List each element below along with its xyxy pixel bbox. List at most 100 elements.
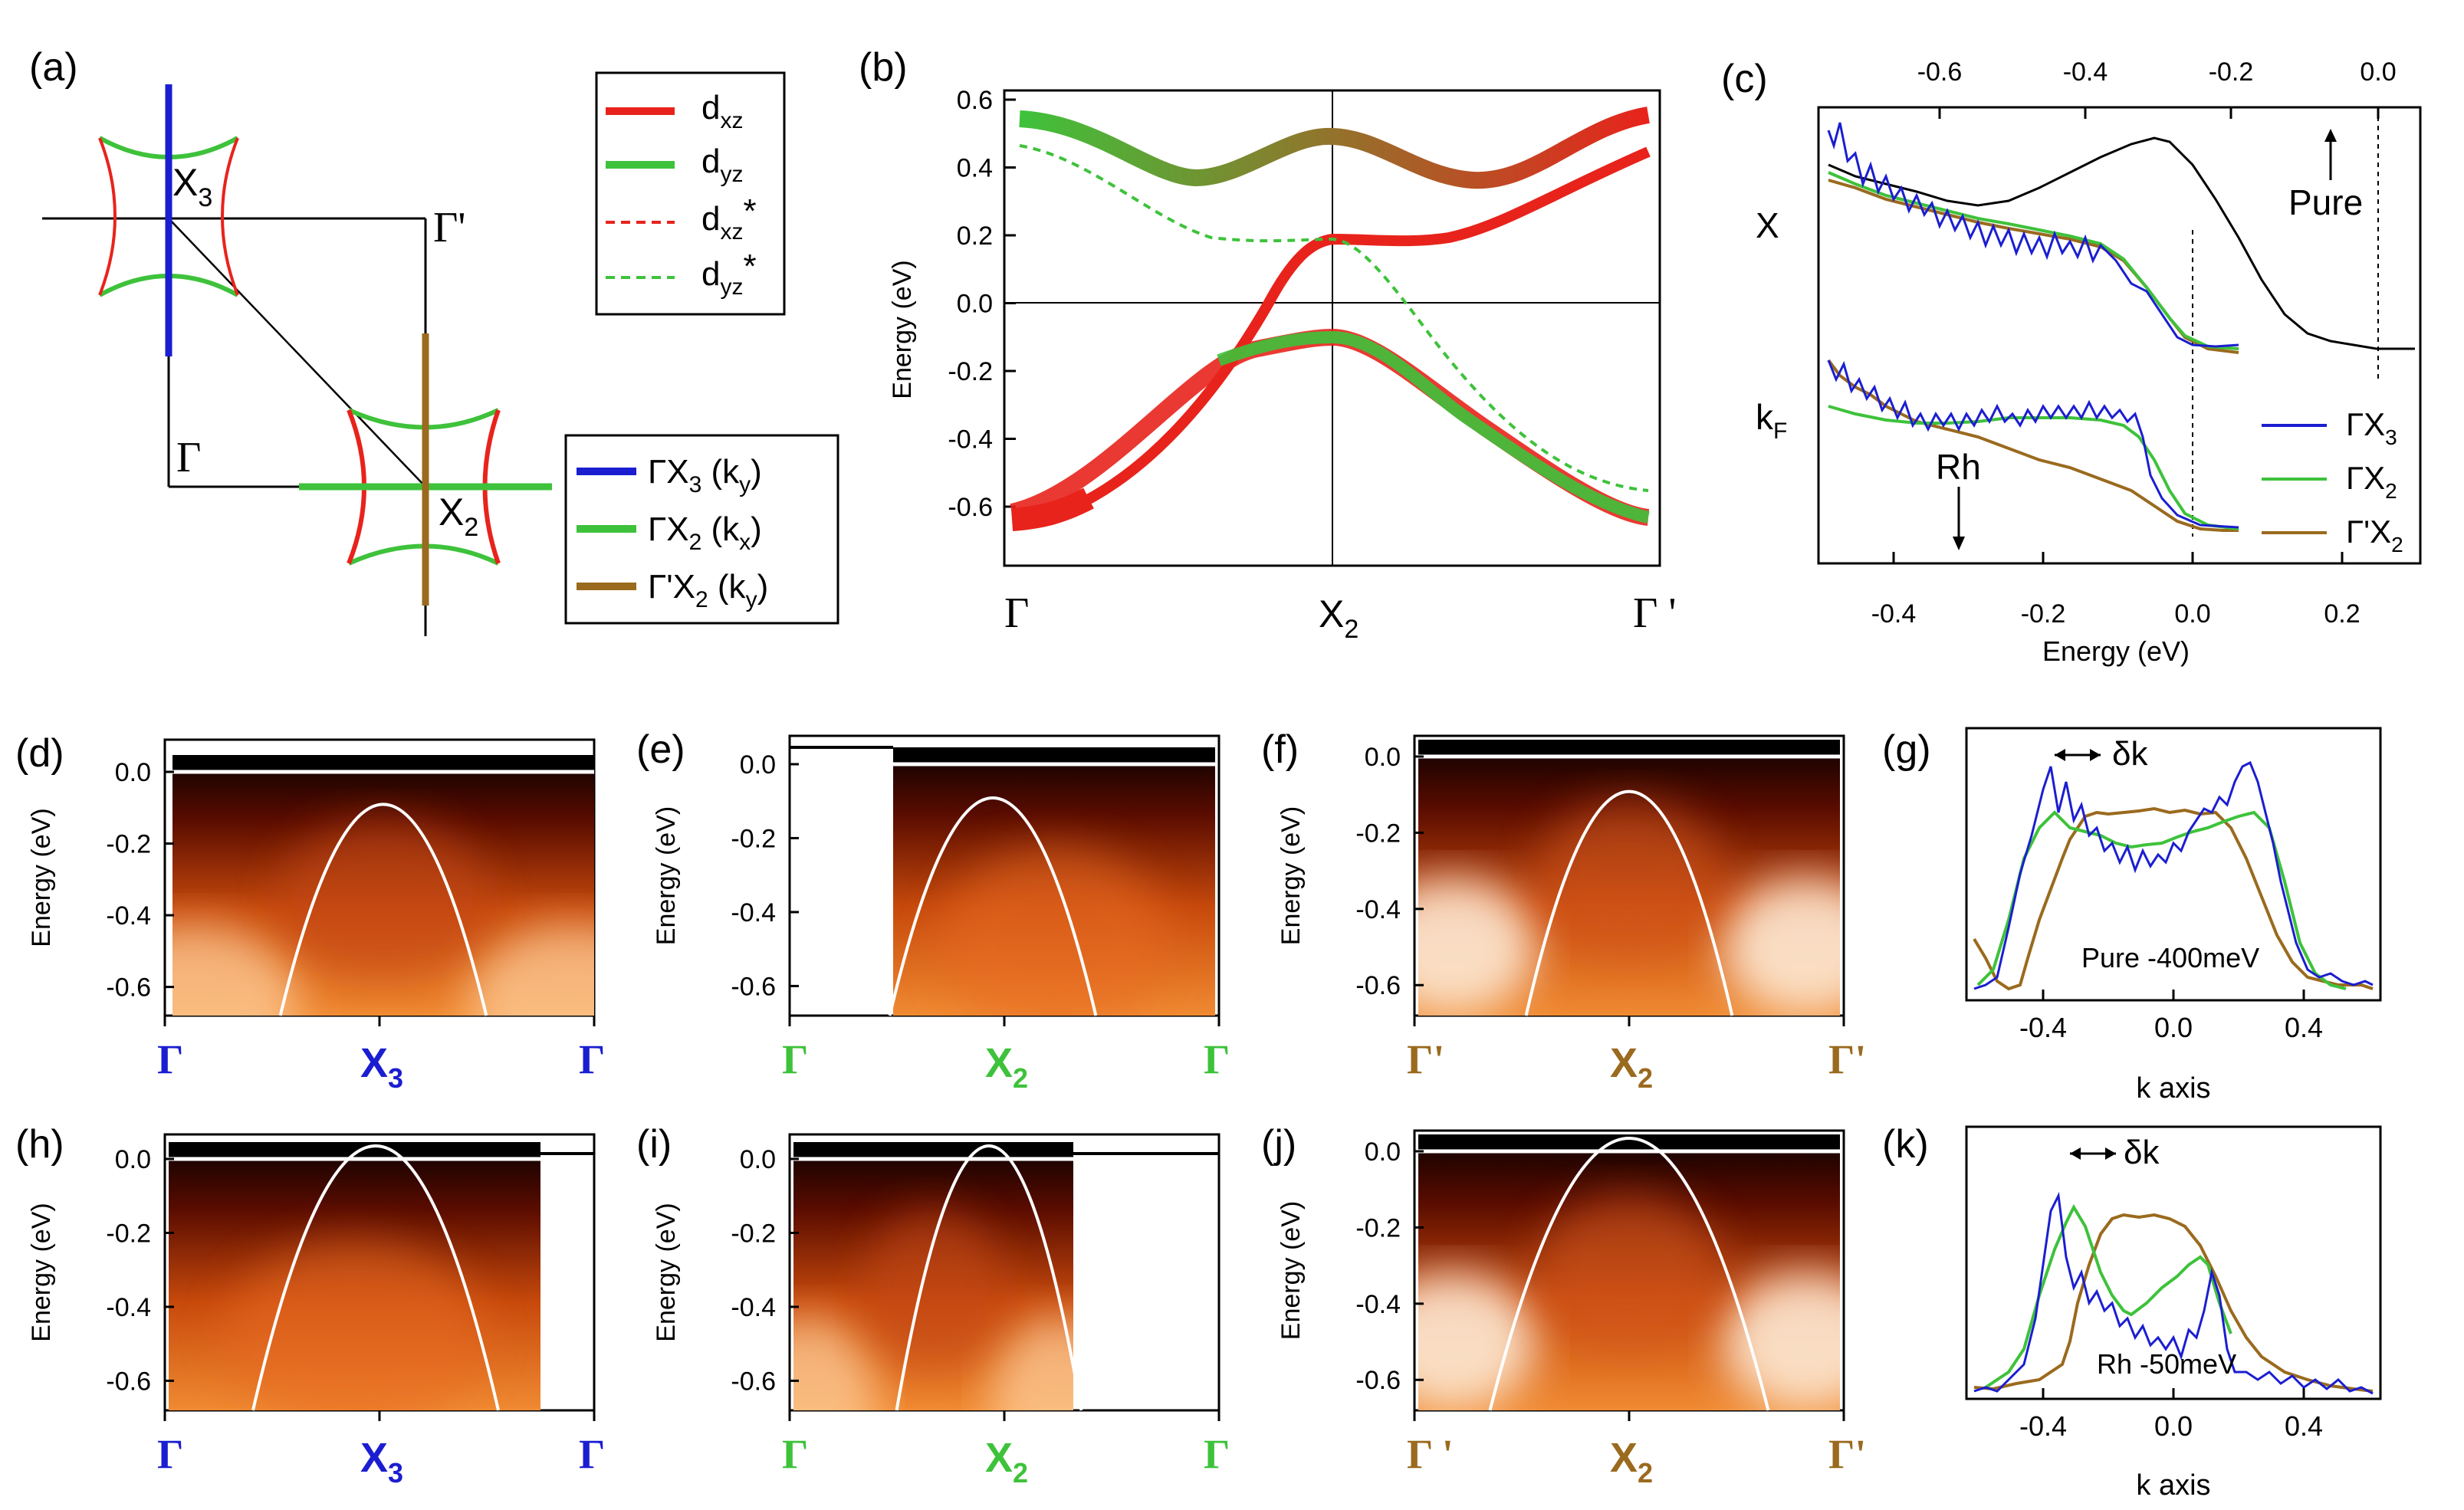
plot-b-xlabel-gamma: Γ <box>1004 589 1029 637</box>
map-i-parabola <box>895 1144 1083 1411</box>
plot-c-xticks: -0.4 -0.2 0.0 0.2 -0.6 -0.4 -0.2 0.0 <box>1871 57 2397 629</box>
panel-f-label: (f) <box>1261 727 1299 772</box>
plot-c-xtick-label: -0.2 <box>2021 599 2066 629</box>
map-i-ytick-label: 0.0 <box>740 1145 776 1174</box>
panel-b: (b) 0.6 0.4 0.2 0.0 -0.2 -0.4 -0.6 Energy (eV)… <box>595 45 1676 644</box>
map-h-ytick-label: -0.4 <box>106 1293 151 1322</box>
g-xticks-tick-label: 0.4 <box>2285 1012 2323 1043</box>
k-xticks-tick-label: 0.0 <box>2154 1410 2193 1442</box>
plot-c-frame <box>1817 106 2422 565</box>
plot-c-xtick-top-label: -0.6 <box>1917 57 1963 87</box>
plot-c-xtick-top-label: -0.4 <box>2063 57 2108 87</box>
plot-c-xtick-label: 0.0 <box>2174 599 2210 629</box>
map-e-xlabel-right: Γ <box>1204 1036 1230 1082</box>
panel-f: (f) 0.0 -0.2 -0.4 -0.6 Energy (eV) Γ' X2 Γ' <box>1261 727 1866 1094</box>
map-h-ylabel: Energy (eV) <box>27 1203 56 1341</box>
plot-b-ytick-label: -0.2 <box>948 357 993 386</box>
map-h-intensity <box>169 1142 540 1410</box>
panel-h-label: (h) <box>15 1122 64 1167</box>
panel-h: (h) 0.0 -0.2 -0.4 -0.6 Energy (eV) Γ X3 Γ <box>15 1122 605 1489</box>
map-f-intensity <box>1418 740 1840 1016</box>
mdc-g-blue <box>1973 760 2374 990</box>
map-j-ytick-label: -0.2 <box>1355 1213 1401 1242</box>
plot-b-ytick-label: -0.6 <box>948 493 993 522</box>
plot-c-rh-label: Rh <box>1936 447 1981 487</box>
panel-j: (j) 0.0 -0.2 -0.4 -0.6 Energy (eV) Γ ' X2 Γ' <box>1261 1122 1866 1489</box>
map-d-xlabel-mid: X3 <box>360 1040 403 1094</box>
map-d-intensity <box>172 755 594 1016</box>
map-e-intensity <box>893 747 1215 1016</box>
legend-c-item-3: Γ'X2 <box>2346 514 2403 556</box>
map-d-xlabel-left: Γ <box>157 1036 183 1082</box>
plot-c-xtick-top-label: -0.2 <box>2209 57 2254 87</box>
mdc-k-green <box>1984 1203 2232 1389</box>
map-f-xlabel-mid: X2 <box>1610 1040 1653 1094</box>
plot-c-pure-arrowhead <box>2324 129 2337 142</box>
legend-c-item-1: ΓX3 <box>2346 406 2397 449</box>
panel-k-label: (k) <box>1882 1122 1929 1167</box>
edc-kf-green <box>1828 405 2239 530</box>
map-h-xlabel-left: Γ <box>157 1431 183 1477</box>
mdc-k-brown <box>1973 1213 2374 1393</box>
panel-g: (g) Pure -400meV δk -0.4 0.0 0.4 k axis <box>1882 727 2382 1105</box>
edc-kf-blue <box>1827 359 2239 529</box>
band-dxz-star-green <box>1217 330 1650 524</box>
legend-a-item-3: Γ'X2 (ky) <box>648 568 768 612</box>
g-xticks-tick-label: -0.4 <box>2019 1012 2067 1043</box>
plot-g-xlabel: k axis <box>2136 1072 2210 1105</box>
map-d-ytick-label: -0.4 <box>106 901 151 931</box>
map-f-ytick-label: 0.0 <box>1365 743 1401 772</box>
k-xticks-tick-label: -0.4 <box>2019 1410 2067 1442</box>
map-j-xlabel-right: Γ' <box>1828 1431 1866 1477</box>
map-i-ylabel: Energy (eV) <box>652 1203 681 1341</box>
panel-i-label: (i) <box>636 1122 672 1167</box>
panel-k: (k) Rh -50meV δk -0.4 0.0 0.4 k axis <box>1882 1122 2382 1502</box>
legend-b: dxz dyz dxz* dyz* <box>595 71 786 316</box>
panel-d: (d) 0.0 -0.2 -0.4 -0.6 Energy (eV) Γ X3 Γ <box>15 731 605 1094</box>
plot-k-dk-label: δk <box>2124 1134 2160 1171</box>
mdc-g-green <box>1976 810 2347 990</box>
legend-b-item-4: dyz* <box>701 248 757 300</box>
plot-c-row-x: X <box>1756 205 1779 245</box>
plot-k-annotation: Rh -50meV <box>2097 1348 2236 1380</box>
plot-c-row-kf: kF <box>1756 397 1787 444</box>
map-e-ytick-label: -0.4 <box>731 898 776 927</box>
plot-c-pure-label: Pure <box>2288 182 2363 222</box>
map-e-ylabel: Energy (eV) <box>652 806 681 945</box>
label-gamma: Γ <box>176 434 201 481</box>
map-f-xlabel-left: Γ' <box>1407 1036 1444 1082</box>
map-h-ytick-label: -0.6 <box>106 1367 151 1396</box>
panel-c-label: (c) <box>1721 57 1768 101</box>
mdc-g-brown <box>1973 806 2374 991</box>
legend-a-item-1: ΓX3 (ky) <box>648 453 762 497</box>
map-e-ytick-label: -0.6 <box>731 972 776 1001</box>
bz-diagonal <box>168 218 426 487</box>
mdc-k-blue <box>1973 1191 2374 1395</box>
plot-c-xtick-top-label: 0.0 <box>2360 57 2396 87</box>
plot-k-xticks: -0.4 0.0 0.4 <box>2019 1388 2323 1442</box>
band-dyz-star <box>1019 144 1649 492</box>
legend-a-item-2: ΓX2 (kx) <box>648 510 762 555</box>
edc-x-blue <box>1827 122 2239 348</box>
panel-g-label: (g) <box>1882 727 1931 772</box>
map-e-xlabel-mid: X2 <box>985 1040 1028 1094</box>
map-j-intensity <box>1418 1134 1840 1410</box>
plot-b-ytick-label: 0.0 <box>957 290 993 319</box>
plot-g-xticks: -0.4 0.0 0.4 <box>2019 990 2323 1043</box>
map-f-parabola <box>1524 789 1734 1016</box>
map-j-ylabel: Energy (eV) <box>1276 1201 1306 1340</box>
map-e-ytick-label: -0.2 <box>731 824 776 853</box>
map-d-ylabel: Energy (eV) <box>27 808 56 947</box>
map-f-ytick-label: -0.2 <box>1355 819 1401 848</box>
map-h-ytick-label: 0.0 <box>115 1145 151 1174</box>
panel-e: (e) 0.0 -0.2 -0.4 -0.6 Energy (eV) Γ X2 Γ <box>636 727 1230 1094</box>
panel-b-label: (b) <box>859 45 908 90</box>
plot-g-dk-arrowhead-right <box>2090 749 2101 761</box>
plot-c-xtick-label: -0.4 <box>1871 599 1917 629</box>
map-j-ytick-label: 0.0 <box>1365 1137 1401 1167</box>
map-f-ytick-label: -0.4 <box>1355 895 1401 924</box>
map-i-intensity <box>793 1142 1073 1410</box>
map-f-ylabel: Energy (eV) <box>1276 806 1306 945</box>
map-e-ytick-label: 0.0 <box>740 750 776 780</box>
